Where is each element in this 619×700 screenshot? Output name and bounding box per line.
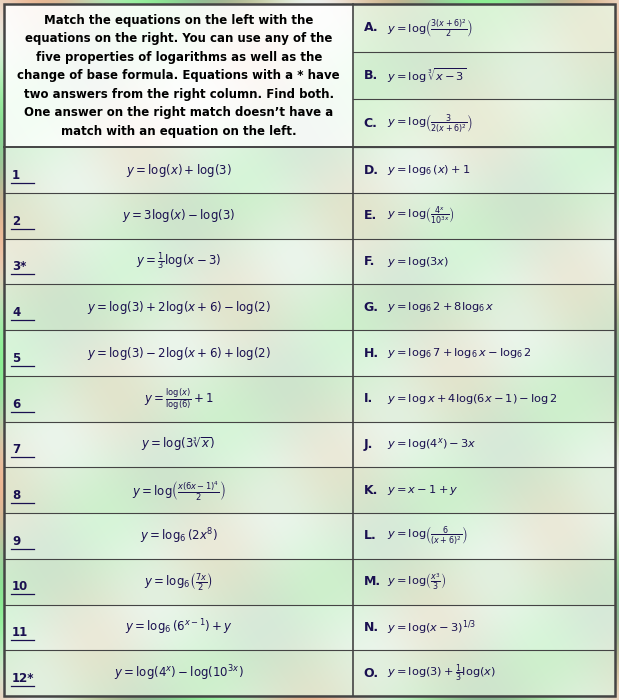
Bar xyxy=(4,239,353,284)
Bar xyxy=(4,559,353,605)
Text: $y = \log_6 7 + \log_6 x - \log_6 2$: $y = \log_6 7 + \log_6 x - \log_6 2$ xyxy=(387,346,532,360)
Text: J.: J. xyxy=(363,438,373,451)
Text: $y = \log\!\left(\frac{x^3}{3}\right)$: $y = \log\!\left(\frac{x^3}{3}\right)$ xyxy=(387,572,447,592)
Text: O.: O. xyxy=(363,666,379,680)
Text: 9: 9 xyxy=(12,535,20,548)
Text: 7: 7 xyxy=(12,443,20,456)
Text: B.: B. xyxy=(363,69,378,82)
Bar xyxy=(4,421,353,468)
Text: $y = \log(x-3)^{1/3}$: $y = \log(x-3)^{1/3}$ xyxy=(387,618,477,637)
Bar xyxy=(353,468,615,513)
Text: E.: E. xyxy=(363,209,377,223)
Text: 12*: 12* xyxy=(12,672,35,685)
Bar xyxy=(4,4,353,147)
Text: 10: 10 xyxy=(12,580,28,594)
Text: $y = \log(3) + 2\log(x+6) - \log(2)$: $y = \log(3) + 2\log(x+6) - \log(2)$ xyxy=(87,299,271,316)
Bar xyxy=(4,193,353,239)
Text: M.: M. xyxy=(363,575,381,588)
Bar xyxy=(353,284,615,330)
Text: $y = 3\log(x) - \log(3)$: $y = 3\log(x) - \log(3)$ xyxy=(122,207,235,224)
Text: 1: 1 xyxy=(12,169,20,182)
Text: C.: C. xyxy=(363,117,378,130)
Text: G.: G. xyxy=(363,301,378,314)
Text: $y = \log_6(x) + 1$: $y = \log_6(x) + 1$ xyxy=(387,163,471,177)
Bar xyxy=(4,468,353,513)
Text: $y = \log_6(2x^8)$: $y = \log_6(2x^8)$ xyxy=(140,526,218,546)
Text: $y = \log\!\left(\frac{x(6x-1)^4}{2}\right)$: $y = \log\!\left(\frac{x(6x-1)^4}{2}\rig… xyxy=(132,479,226,502)
Text: 11: 11 xyxy=(12,626,28,639)
Text: K.: K. xyxy=(363,484,378,497)
Text: D.: D. xyxy=(363,164,378,176)
Bar xyxy=(353,376,615,421)
Text: L.: L. xyxy=(363,529,376,542)
Bar xyxy=(4,650,353,696)
Bar xyxy=(4,330,353,376)
Bar xyxy=(353,650,615,696)
Bar xyxy=(4,147,353,193)
Bar xyxy=(353,330,615,376)
Text: $y = \log\!\left(\frac{3}{2(x+6)^2}\right)$: $y = \log\!\left(\frac{3}{2(x+6)^2}\righ… xyxy=(387,112,474,135)
Text: $y = \log_6 2 + 8\log_6 x$: $y = \log_6 2 + 8\log_6 x$ xyxy=(387,300,495,314)
Bar xyxy=(353,193,615,239)
Text: $y = \log\!\left(\frac{6}{(x+6)^2}\right)$: $y = \log\!\left(\frac{6}{(x+6)^2}\right… xyxy=(387,524,469,547)
Text: $y = \log(x) + \log(3)$: $y = \log(x) + \log(3)$ xyxy=(126,162,232,178)
Text: I.: I. xyxy=(363,392,373,405)
Text: F.: F. xyxy=(363,255,375,268)
Bar xyxy=(4,284,353,330)
Text: $y = \log\!\left(\frac{4^x}{10^{3x}}\right)$: $y = \log\!\left(\frac{4^x}{10^{3x}}\rig… xyxy=(387,204,456,227)
Bar xyxy=(4,513,353,559)
Bar xyxy=(353,52,615,99)
Text: A.: A. xyxy=(363,22,378,34)
Text: $y = \log_6\!\left(\frac{7x}{2}\right)$: $y = \log_6\!\left(\frac{7x}{2}\right)$ xyxy=(144,571,213,592)
Text: 5: 5 xyxy=(12,352,20,365)
Text: $y = \log x + 4\log(6x-1) - \log 2$: $y = \log x + 4\log(6x-1) - \log 2$ xyxy=(387,392,558,406)
Bar xyxy=(353,147,615,193)
Text: $y = x - 1 + y$: $y = x - 1 + y$ xyxy=(387,483,459,497)
Text: Match the equations on the left with the
equations on the right. You can use any: Match the equations on the left with the… xyxy=(17,13,340,138)
Text: 2: 2 xyxy=(12,215,20,228)
Bar xyxy=(4,376,353,421)
Bar xyxy=(353,513,615,559)
Text: 4: 4 xyxy=(12,306,20,319)
Text: $y = \frac{1}{3}\log(x - 3)$: $y = \frac{1}{3}\log(x - 3)$ xyxy=(136,251,222,272)
Text: $y = \log\sqrt[3]{x-3}$: $y = \log\sqrt[3]{x-3}$ xyxy=(387,66,467,85)
Bar xyxy=(353,421,615,468)
Text: H.: H. xyxy=(363,346,379,360)
Bar xyxy=(353,559,615,605)
Text: $y = \log(4^x) - 3x$: $y = \log(4^x) - 3x$ xyxy=(387,437,477,452)
Text: N.: N. xyxy=(363,621,379,634)
Text: 3*: 3* xyxy=(12,260,27,274)
Bar xyxy=(353,99,615,147)
Text: $y = \log(3) + \frac{1}{3}\log(x)$: $y = \log(3) + \frac{1}{3}\log(x)$ xyxy=(387,662,496,684)
Text: $y = \log\!\left(\frac{3(x+6)^2}{2}\right)$: $y = \log\!\left(\frac{3(x+6)^2}{2}\righ… xyxy=(387,17,474,39)
Text: 8: 8 xyxy=(12,489,20,502)
Text: 6: 6 xyxy=(12,398,20,411)
Text: $y = \log_6(6^{x-1}) + y$: $y = \log_6(6^{x-1}) + y$ xyxy=(125,617,233,637)
Text: $y = \log(3x)$: $y = \log(3x)$ xyxy=(387,255,449,269)
Text: $y = \log(3\sqrt[3]{x})$: $y = \log(3\sqrt[3]{x})$ xyxy=(142,435,216,454)
Text: $y = \log(4^x) - \log(10^{3x})$: $y = \log(4^x) - \log(10^{3x})$ xyxy=(114,664,243,683)
Bar xyxy=(353,605,615,650)
Text: $y = \frac{\log(x)}{\log(6)} + 1$: $y = \frac{\log(x)}{\log(6)} + 1$ xyxy=(144,386,214,412)
Bar xyxy=(353,239,615,284)
Bar xyxy=(353,4,615,52)
Text: $y = \log(3) - 2\log(x+6) + \log(2)$: $y = \log(3) - 2\log(x+6) + \log(2)$ xyxy=(87,344,271,361)
Bar xyxy=(4,605,353,650)
